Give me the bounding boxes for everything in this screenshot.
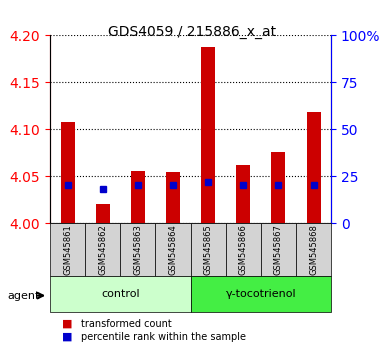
Text: GSM545861: GSM545861 <box>63 224 72 275</box>
FancyBboxPatch shape <box>50 276 191 312</box>
Bar <box>271 152 285 223</box>
Text: GSM545864: GSM545864 <box>169 224 177 275</box>
Bar <box>131 171 145 223</box>
FancyBboxPatch shape <box>156 223 191 276</box>
FancyBboxPatch shape <box>191 223 226 276</box>
Bar <box>201 47 215 223</box>
Bar <box>60 122 75 223</box>
Text: γ-tocotrienol: γ-tocotrienol <box>226 289 296 299</box>
Bar <box>166 172 180 223</box>
Text: transformed count: transformed count <box>81 319 172 329</box>
Text: GSM545865: GSM545865 <box>204 224 213 275</box>
FancyBboxPatch shape <box>50 223 85 276</box>
FancyBboxPatch shape <box>226 223 261 276</box>
Bar <box>306 112 321 223</box>
Text: GSM545866: GSM545866 <box>239 224 248 275</box>
Text: GSM545867: GSM545867 <box>274 224 283 275</box>
Bar <box>96 204 110 223</box>
Text: percentile rank within the sample: percentile rank within the sample <box>81 332 246 342</box>
FancyBboxPatch shape <box>85 223 121 276</box>
FancyBboxPatch shape <box>191 276 331 312</box>
Text: agent: agent <box>8 291 40 301</box>
Text: ■: ■ <box>62 319 72 329</box>
FancyBboxPatch shape <box>121 223 156 276</box>
Text: GSM545863: GSM545863 <box>133 224 142 275</box>
Text: GDS4059 / 215886_x_at: GDS4059 / 215886_x_at <box>109 25 276 39</box>
FancyBboxPatch shape <box>296 223 331 276</box>
Bar <box>236 165 250 223</box>
Text: GSM545868: GSM545868 <box>309 224 318 275</box>
Text: control: control <box>101 289 140 299</box>
Text: GSM545862: GSM545862 <box>98 224 107 275</box>
FancyBboxPatch shape <box>261 223 296 276</box>
Text: ■: ■ <box>62 332 72 342</box>
